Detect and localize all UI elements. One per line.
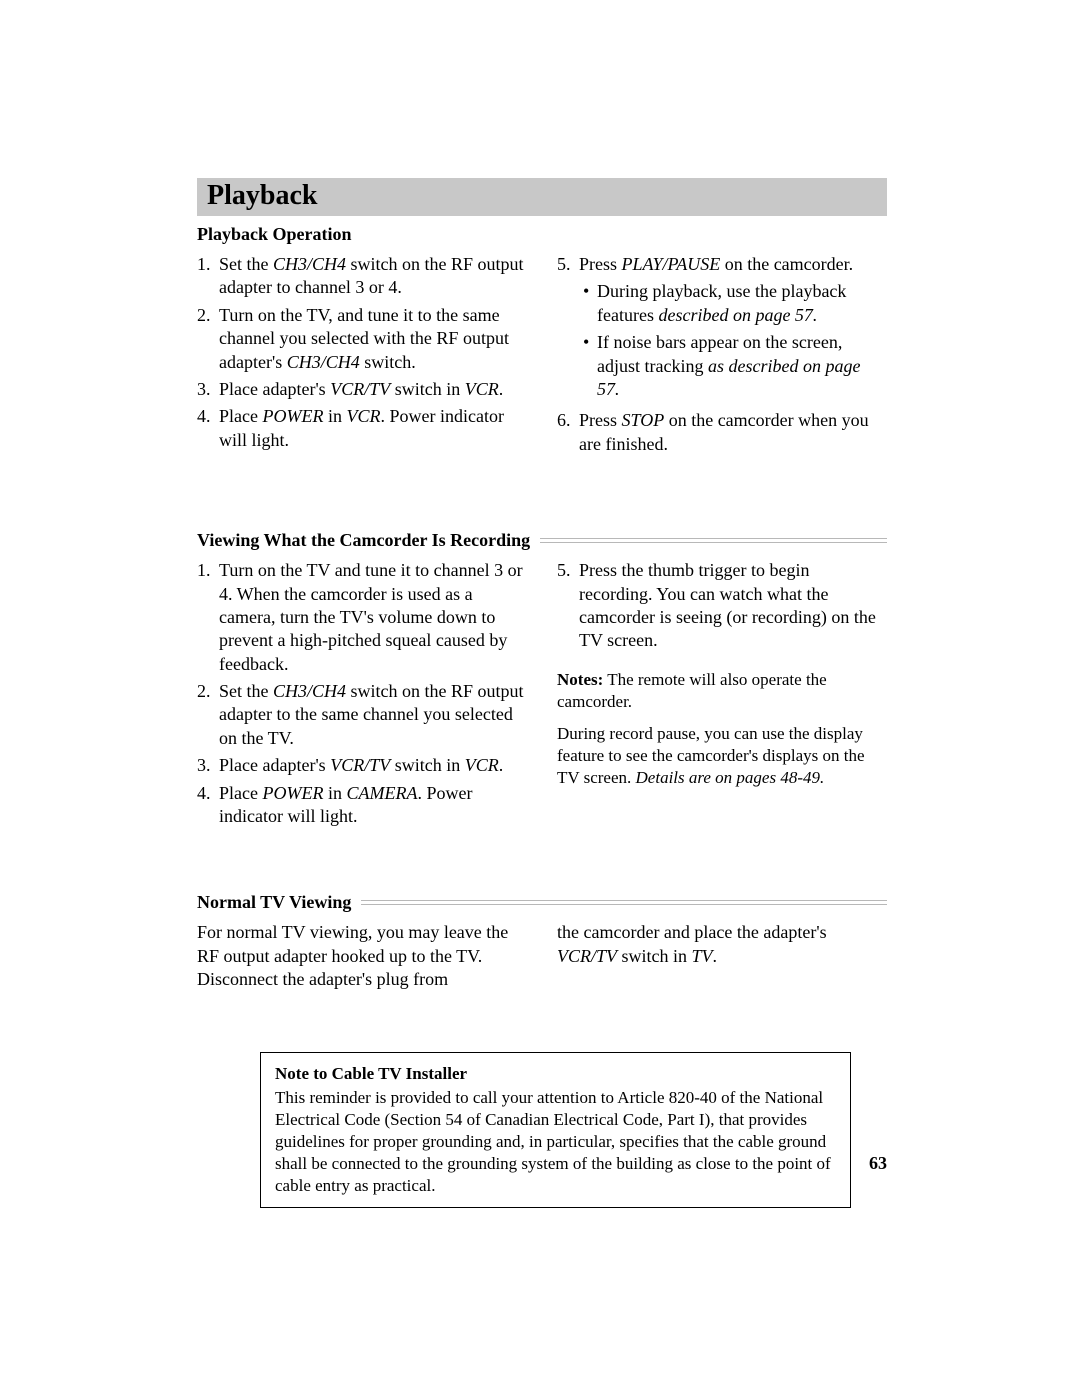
list-number: 6. xyxy=(557,409,579,456)
list-body: Press the thumb trigger to begin recordi… xyxy=(579,559,887,653)
list-number: 4. xyxy=(197,782,219,829)
list-body: Place adapter's VCR/TV switch in VCR. xyxy=(219,378,527,401)
bullet-body: If noise bars appear on the screen, adju… xyxy=(597,331,887,401)
column-right: 5. Press the thumb trigger to begin reco… xyxy=(557,559,887,832)
column-left: 1. Turn on the TV and tune it to channel… xyxy=(197,559,527,832)
double-rule xyxy=(361,900,887,905)
section-playback-operation: Playback Operation 1. Set the CH3/CH4 sw… xyxy=(197,224,887,460)
list-number: 5. xyxy=(557,253,579,405)
list-item: 1. Set the CH3/CH4 switch on the RF outp… xyxy=(197,253,527,300)
list-number: 5. xyxy=(557,559,579,653)
list-item: 2. Set the CH3/CH4 switch on the RF outp… xyxy=(197,680,527,750)
list-item: 4. Place POWER in VCR. Power indicator w… xyxy=(197,405,527,452)
column-left: For normal TV viewing, you may leave the… xyxy=(197,921,527,991)
rule-wrap xyxy=(361,900,887,905)
list-body: Press PLAY/PAUSE on the camcorder. • Dur… xyxy=(579,253,887,405)
list-item: 5. Press PLAY/PAUSE on the camcorder. • … xyxy=(557,253,887,405)
section-title-bar: Playback xyxy=(197,178,887,216)
sub-heading: Playback Operation xyxy=(197,224,352,245)
list-body: Place POWER in VCR. Power indicator will… xyxy=(219,405,527,452)
list-item: 5. Press the thumb trigger to begin reco… xyxy=(557,559,887,653)
bullet-body: During playback, use the playback featur… xyxy=(597,280,887,327)
bullet-item: • During playback, use the playback feat… xyxy=(579,280,887,327)
sub-heading-row: Viewing What the Camcorder Is Recording xyxy=(197,530,887,551)
list-item: 1. Turn on the TV and tune it to channel… xyxy=(197,559,527,676)
list-body: Set the CH3/CH4 switch on the RF output … xyxy=(219,253,527,300)
rule-wrap xyxy=(540,538,887,543)
bullet-icon: • xyxy=(583,331,597,401)
list-number: 2. xyxy=(197,304,219,374)
column-right: 5. Press PLAY/PAUSE on the camcorder. • … xyxy=(557,253,887,460)
page-content: Playback Playback Operation 1. Set the C… xyxy=(197,178,887,1208)
list-item: 3. Place adapter's VCR/TV switch in VCR. xyxy=(197,378,527,401)
notes-paragraph: During record pause, you can use the dis… xyxy=(557,723,887,789)
two-column-layout: For normal TV viewing, you may leave the… xyxy=(197,921,887,991)
list-number: 3. xyxy=(197,754,219,777)
sub-heading-row: Playback Operation xyxy=(197,224,887,245)
note-box: Note to Cable TV Installer This reminder… xyxy=(260,1052,851,1209)
bullet-item: • If noise bars appear on the screen, ad… xyxy=(579,331,887,401)
note-box-title: Note to Cable TV Installer xyxy=(275,1063,836,1085)
two-column-layout: 1. Turn on the TV and tune it to channel… xyxy=(197,559,887,832)
list-body: Place POWER in CAMERA. Power indicator w… xyxy=(219,782,527,829)
sub-heading: Normal TV Viewing xyxy=(197,892,351,913)
list-number: 2. xyxy=(197,680,219,750)
list-body: Press STOP on the camcorder when you are… xyxy=(579,409,887,456)
list-number: 3. xyxy=(197,378,219,401)
page-number: 63 xyxy=(869,1153,887,1174)
list-body: Turn on the TV, and tune it to the same … xyxy=(219,304,527,374)
list-body: Set the CH3/CH4 switch on the RF output … xyxy=(219,680,527,750)
column-left: 1. Set the CH3/CH4 switch on the RF outp… xyxy=(197,253,527,460)
column-right: the camcorder and place the adapter's VC… xyxy=(557,921,887,991)
list-number: 1. xyxy=(197,253,219,300)
list-number: 1. xyxy=(197,559,219,676)
section-viewing-recording: Viewing What the Camcorder Is Recording … xyxy=(197,530,887,832)
sub-heading: Viewing What the Camcorder Is Recording xyxy=(197,530,530,551)
bullet-icon: • xyxy=(583,280,597,327)
two-column-layout: 1. Set the CH3/CH4 switch on the RF outp… xyxy=(197,253,887,460)
list-body: Place adapter's VCR/TV switch in VCR. xyxy=(219,754,527,777)
section-title: Playback xyxy=(207,180,877,212)
list-number: 4. xyxy=(197,405,219,452)
list-body: Turn on the TV and tune it to channel 3 … xyxy=(219,559,527,676)
section-normal-tv: Normal TV Viewing For normal TV viewing,… xyxy=(197,892,887,991)
list-item: 6. Press STOP on the camcorder when you … xyxy=(557,409,887,456)
list-item: 3. Place adapter's VCR/TV switch in VCR. xyxy=(197,754,527,777)
list-item: 2. Turn on the TV, and tune it to the sa… xyxy=(197,304,527,374)
note-box-body: This reminder is provided to call your a… xyxy=(275,1087,836,1197)
notes-paragraph: Notes: The remote will also operate the … xyxy=(557,669,887,713)
list-item: 4. Place POWER in CAMERA. Power indicato… xyxy=(197,782,527,829)
sub-heading-row: Normal TV Viewing xyxy=(197,892,887,913)
double-rule xyxy=(540,538,887,543)
